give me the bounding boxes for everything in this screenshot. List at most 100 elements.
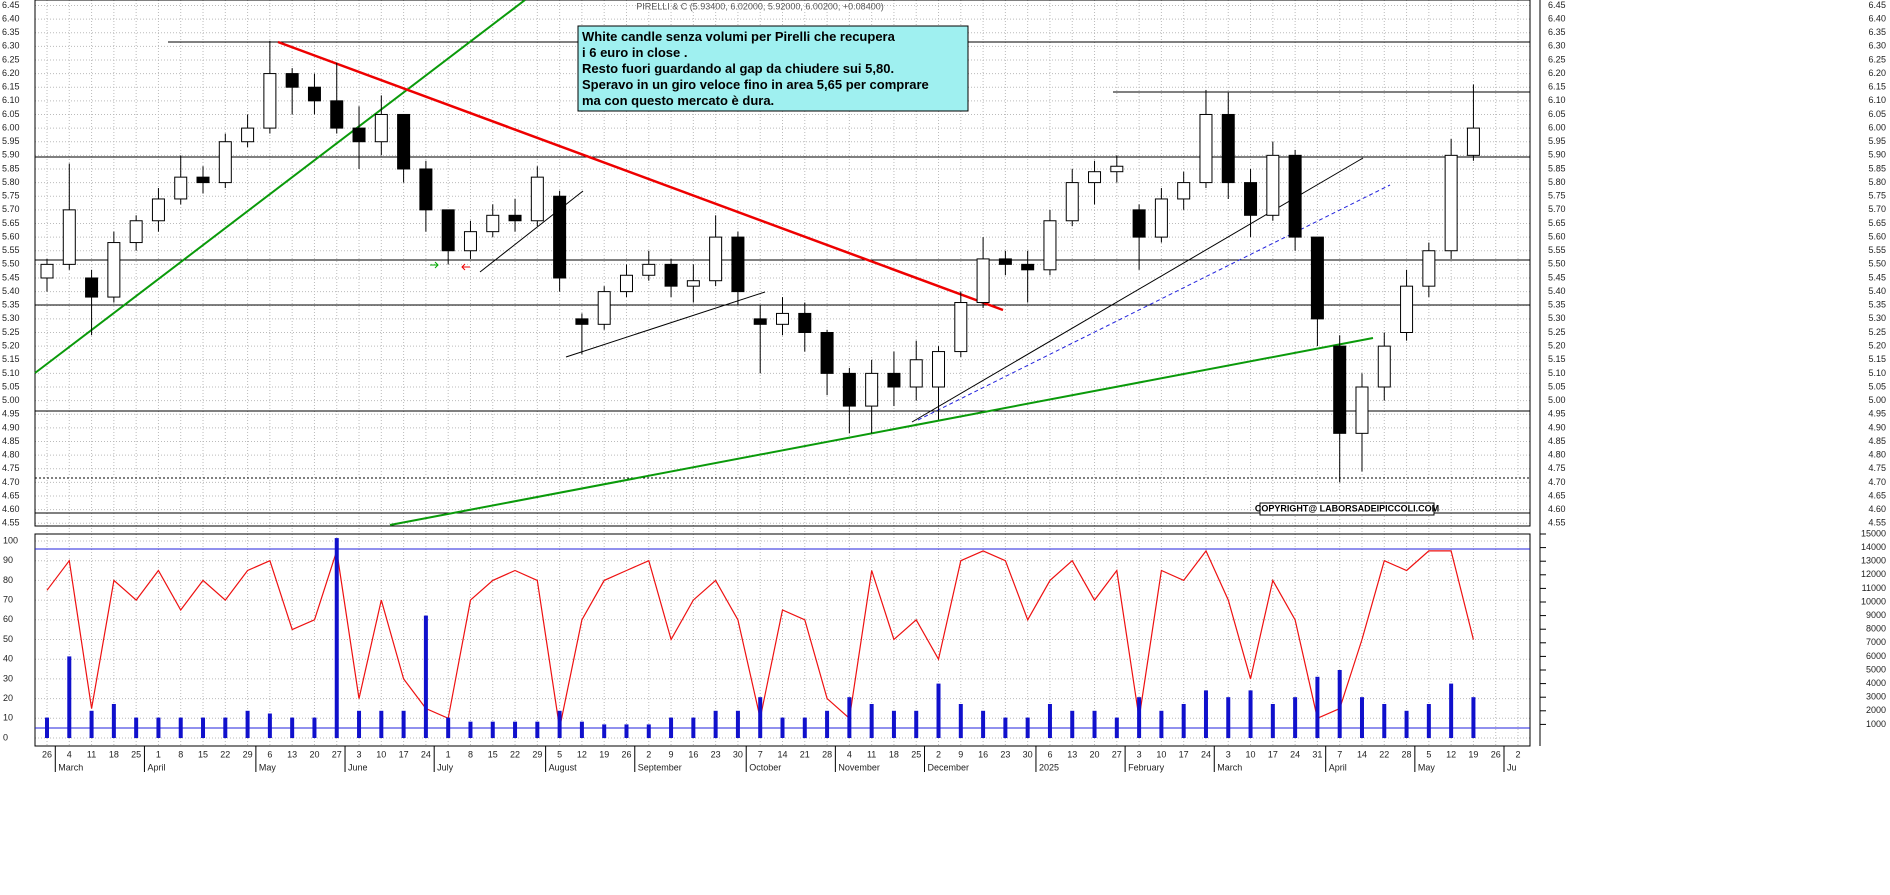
x-tick-label: 2 — [936, 749, 941, 759]
volume-bar — [1337, 670, 1342, 738]
candle-body — [1333, 345, 1347, 434]
y-tick-label: 0 — [3, 732, 8, 742]
volume-bar — [1025, 717, 1030, 738]
candle-body — [374, 113, 388, 143]
volume-bar — [1092, 710, 1097, 738]
x-tick-label: 9 — [958, 749, 963, 759]
candle-body — [1310, 236, 1324, 320]
x-tick-label: 1 — [446, 749, 451, 759]
month-label: July — [437, 762, 454, 772]
volume-bar — [579, 721, 584, 738]
volume-bar — [891, 710, 896, 738]
y-tick-label: 5.55 — [1548, 245, 1566, 255]
y-tick-label: 4.80 — [1868, 450, 1886, 460]
trend-line — [389, 337, 1374, 526]
candle-body — [263, 73, 277, 129]
y-tick-label: 4.90 — [2, 422, 20, 432]
x-tick-label: 30 — [733, 749, 743, 759]
y-tick-label: 70 — [3, 594, 13, 604]
y-tick-label: 5.00 — [1548, 395, 1566, 405]
x-tick-label: 1 — [156, 749, 161, 759]
y2-tick-label: 4000 — [1866, 678, 1886, 688]
trend-line — [34, 0, 526, 374]
y-tick-label: 6.40 — [1868, 13, 1886, 23]
y-tick-label: 5.00 — [2, 395, 20, 405]
x-tick-label: 3 — [1137, 749, 1142, 759]
x-tick-label: 8 — [468, 749, 473, 759]
x-tick-label: 12 — [577, 749, 587, 759]
x-tick-label: 29 — [532, 749, 542, 759]
y-tick-label: 100 — [3, 535, 18, 545]
candle-body — [1154, 198, 1168, 238]
x-tick-label: 7 — [1337, 749, 1342, 759]
y-tick-label: 4.95 — [1548, 409, 1566, 419]
x-tick-label: 28 — [822, 749, 832, 759]
volume-bar — [334, 538, 339, 738]
x-tick-label: 26 — [1491, 749, 1501, 759]
x-tick-label: 14 — [1357, 749, 1367, 759]
x-tick-label: 17 — [1268, 749, 1278, 759]
y-tick-label: 5.10 — [1868, 368, 1886, 378]
candle-body — [686, 280, 700, 287]
y-tick-label: 4.65 — [2, 490, 20, 500]
volume-bar — [1293, 697, 1298, 738]
x-tick-label: 11 — [87, 749, 96, 759]
x-tick-label: 18 — [109, 749, 119, 759]
candle-body — [1132, 209, 1146, 238]
candle-body — [798, 312, 812, 333]
y-tick-label: 6.20 — [2, 68, 20, 78]
month-label: February — [1128, 762, 1165, 772]
y-tick-label: 4.75 — [1548, 463, 1566, 473]
y-tick-label: 6.40 — [1548, 13, 1566, 23]
volume-bar — [401, 710, 406, 738]
y2-tick-label: 12000 — [1861, 569, 1886, 579]
candle-body — [85, 277, 99, 298]
x-tick-label: 22 — [1379, 749, 1389, 759]
y-tick-label: 5.50 — [1868, 259, 1886, 269]
y2-tick-label: 14000 — [1861, 542, 1886, 552]
indicator-frame — [34, 533, 1531, 747]
y-tick-label: 4.85 — [2, 436, 20, 446]
y-tick-label: 6.05 — [2, 109, 20, 119]
volume-bar — [691, 717, 696, 738]
volume-bar — [134, 717, 139, 738]
volume-bar — [713, 710, 718, 738]
candle-body — [1065, 182, 1079, 222]
volume-bar — [1471, 697, 1476, 738]
volume-bar — [446, 717, 451, 738]
x-tick-label: 13 — [1067, 749, 1077, 759]
y-tick-label: 6.20 — [1868, 68, 1886, 78]
y-tick-label: 5.60 — [1548, 231, 1566, 241]
volume-bar — [45, 717, 49, 738]
y-tick-label: 5.85 — [1548, 163, 1566, 173]
candle-body — [1355, 386, 1369, 434]
price-frame — [34, 0, 1531, 527]
y-tick-label: 5.75 — [2, 191, 20, 201]
y-tick-label: 4.95 — [1868, 409, 1886, 419]
y-tick-label: 80 — [3, 575, 13, 585]
x-tick-label: 3 — [1226, 749, 1231, 759]
y-tick-label: 6.10 — [1868, 95, 1886, 105]
candle-body — [1288, 154, 1302, 238]
y-tick-label: 5.90 — [1868, 150, 1886, 160]
volume-bar — [1114, 717, 1119, 738]
y-tick-label: 90 — [3, 555, 13, 565]
candle-body — [887, 372, 901, 388]
y2-tick-label: 8000 — [1866, 624, 1886, 634]
y-tick-label: 6.00 — [2, 122, 20, 132]
y-tick-label: 6.30 — [2, 41, 20, 51]
volume-bar — [379, 710, 384, 738]
candle-body — [196, 176, 210, 184]
candle-body — [508, 214, 522, 222]
candle-body — [1466, 127, 1480, 156]
volume-bar — [1226, 697, 1231, 738]
volume-bar — [936, 683, 941, 738]
trend-line — [565, 291, 766, 358]
x-tick-label: 4 — [847, 749, 852, 759]
y-tick-label: 5.40 — [2, 286, 20, 296]
y-tick-label: 6.15 — [1868, 82, 1886, 92]
x-tick-label: 16 — [978, 749, 988, 759]
y-tick-label: 6.15 — [1548, 82, 1566, 92]
candle-body — [1177, 182, 1191, 200]
trend-line — [911, 157, 1364, 423]
